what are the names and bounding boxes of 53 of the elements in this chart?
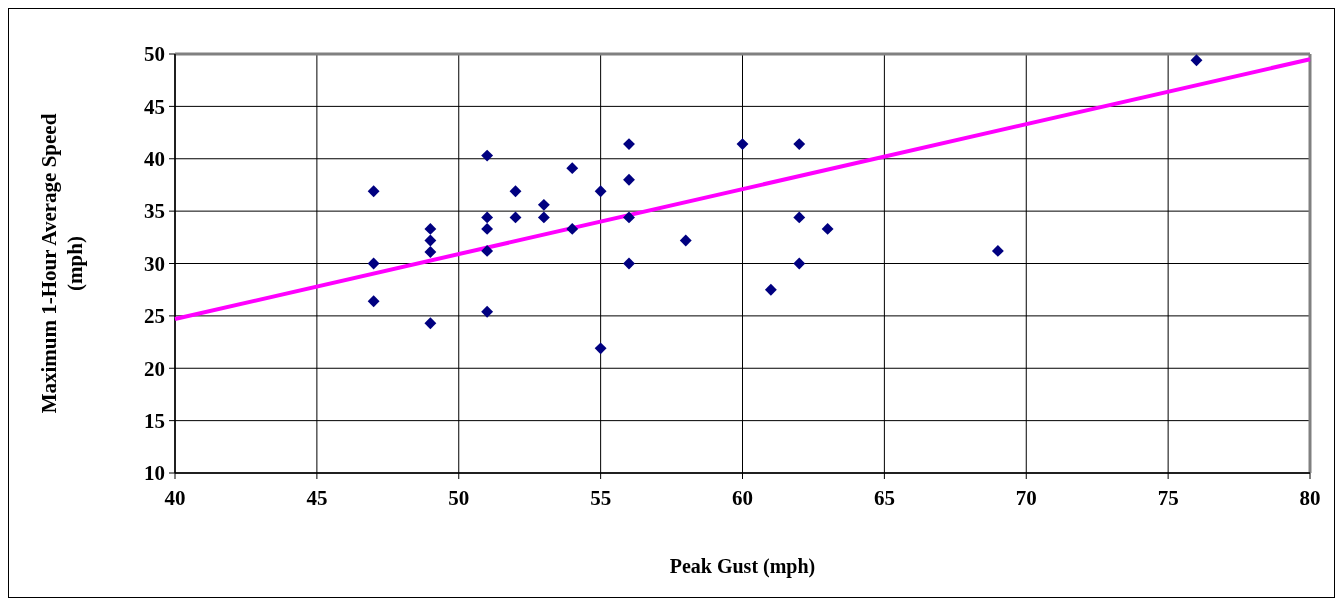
x-tick-label: 80 bbox=[1299, 486, 1321, 510]
y-tick-label: 50 bbox=[144, 42, 165, 67]
x-tick-label: 55 bbox=[590, 486, 612, 510]
point bbox=[566, 162, 579, 175]
x-tick-label: 40 bbox=[164, 486, 186, 510]
point bbox=[793, 211, 806, 224]
y-tick-label: 15 bbox=[144, 408, 165, 433]
point bbox=[509, 211, 522, 224]
point bbox=[623, 211, 635, 224]
point bbox=[679, 234, 692, 247]
point bbox=[623, 138, 635, 151]
x-tick-label: 50 bbox=[448, 486, 470, 510]
point bbox=[481, 222, 494, 235]
point bbox=[367, 185, 380, 198]
x-tick-label: 45 bbox=[306, 486, 328, 510]
point bbox=[594, 342, 607, 355]
point bbox=[1190, 54, 1203, 67]
point bbox=[537, 198, 550, 211]
y-tick-label: 20 bbox=[144, 356, 165, 381]
point bbox=[481, 211, 494, 224]
y-axis-title: Maximum 1-Hour Average Speed (mph) bbox=[37, 113, 87, 414]
point bbox=[566, 222, 579, 235]
y-tick-label: 45 bbox=[144, 94, 165, 119]
point bbox=[623, 257, 635, 270]
point bbox=[424, 222, 437, 235]
point bbox=[424, 246, 437, 258]
x-axis-title: Peak Gust (mph) bbox=[669, 555, 816, 578]
point bbox=[481, 149, 494, 162]
point bbox=[991, 244, 1004, 257]
point bbox=[424, 234, 437, 247]
y-tick-label: 10 bbox=[144, 461, 165, 486]
y-tick-label: 40 bbox=[144, 147, 165, 172]
point bbox=[481, 305, 494, 318]
x-tick-label: 60 bbox=[732, 486, 753, 510]
x-tick-label: 70 bbox=[1015, 486, 1037, 510]
point bbox=[424, 317, 437, 330]
point bbox=[764, 283, 777, 296]
point bbox=[821, 222, 834, 235]
point bbox=[509, 185, 522, 198]
x-tick-label: 65 bbox=[873, 486, 895, 510]
point bbox=[736, 138, 749, 151]
point bbox=[367, 257, 380, 270]
point bbox=[793, 257, 806, 270]
x-tick-label: 75 bbox=[1157, 486, 1179, 510]
y-tick-label: 30 bbox=[144, 251, 165, 276]
point bbox=[481, 244, 494, 257]
y-tick-label: 25 bbox=[144, 304, 165, 329]
point bbox=[623, 173, 635, 186]
point bbox=[793, 138, 806, 151]
point bbox=[537, 211, 550, 224]
point bbox=[367, 295, 380, 308]
point bbox=[594, 185, 607, 198]
y-tick-label: 35 bbox=[144, 199, 165, 224]
